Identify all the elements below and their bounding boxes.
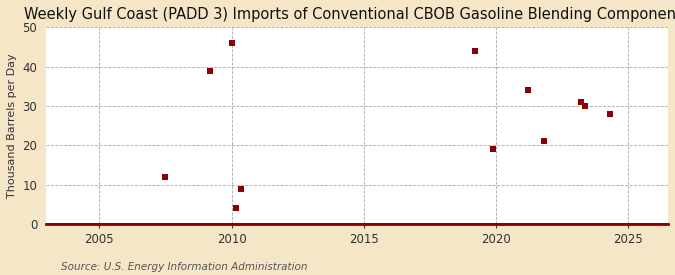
- Point: [236, 186, 246, 191]
- Point: [230, 206, 241, 210]
- Point: [575, 100, 586, 104]
- Point: [488, 147, 499, 152]
- Point: [539, 139, 549, 144]
- Point: [522, 88, 533, 92]
- Point: [604, 112, 615, 116]
- Point: [205, 68, 216, 73]
- Y-axis label: Thousand Barrels per Day: Thousand Barrels per Day: [7, 53, 17, 198]
- Title: Weekly Gulf Coast (PADD 3) Imports of Conventional CBOB Gasoline Blending Compon: Weekly Gulf Coast (PADD 3) Imports of Co…: [24, 7, 675, 22]
- Point: [579, 104, 590, 108]
- Point: [226, 41, 237, 45]
- Text: Source: U.S. Energy Information Administration: Source: U.S. Energy Information Administ…: [61, 262, 307, 272]
- Point: [470, 49, 481, 53]
- Point: [160, 175, 171, 179]
